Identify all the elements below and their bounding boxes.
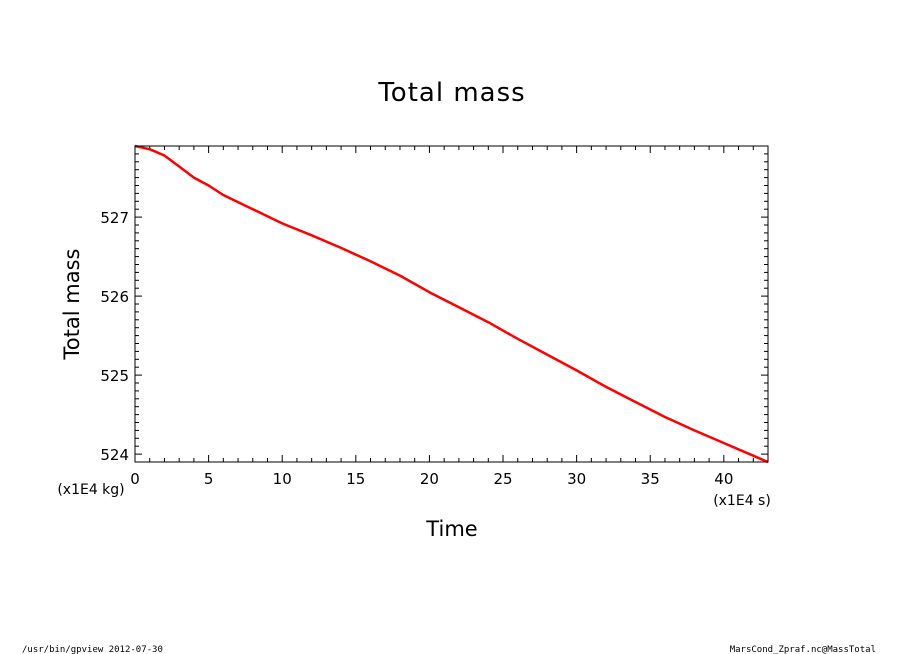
axis-ticks <box>134 145 769 463</box>
footer-left: /usr/bin/gpview 2012-07-30 <box>22 645 163 654</box>
y-tick-label: 525 <box>100 367 129 385</box>
footer-right: MarsCond_Zpraf.nc@MassTotal <box>730 645 876 654</box>
x-tick-label: 30 <box>567 470 586 488</box>
y-tick-label: 526 <box>100 288 129 306</box>
y-unit-label: (x1E4 kg) <box>57 482 124 498</box>
y-tick-label: 527 <box>100 209 129 227</box>
y-tick-label: 524 <box>100 446 129 464</box>
x-tick-label: 25 <box>493 470 512 488</box>
x-tick-label: 0 <box>130 470 140 488</box>
chart-title: Total mass <box>377 78 525 108</box>
x-tick-label: 20 <box>420 470 439 488</box>
x-tick-label: 15 <box>346 470 365 488</box>
plot-frame <box>134 145 769 463</box>
tick-labels: 0 5 10 15 20 25 30 35 40 524 525 526 527 <box>100 209 733 488</box>
x-tick-label: 40 <box>714 470 733 488</box>
x-unit-label: (x1E4 s) <box>713 493 771 509</box>
series-layer <box>134 144 769 464</box>
x-tick-label: 5 <box>204 470 214 488</box>
x-axis-label: Time <box>425 517 477 541</box>
y-axis-label: Total mass <box>60 249 84 361</box>
x-tick-label: 35 <box>641 470 660 488</box>
x-tick-label: 10 <box>273 470 292 488</box>
series-line <box>134 144 769 464</box>
